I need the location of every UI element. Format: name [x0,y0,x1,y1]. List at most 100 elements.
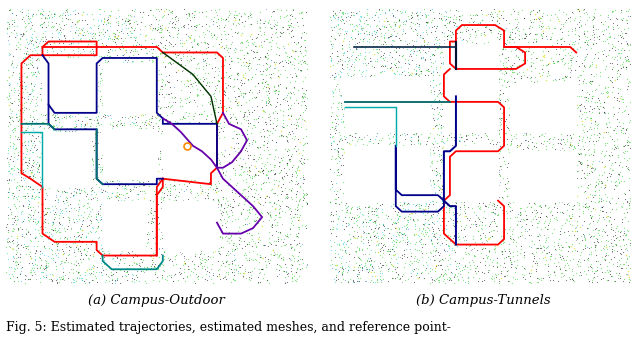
Point [503,97,513,103]
Point [424,57,435,62]
Point [131,73,141,79]
Point [362,105,372,110]
Point [602,244,612,249]
Point [443,85,453,90]
Point [604,35,614,40]
Point [24,155,35,161]
Point [484,248,494,253]
Point [532,172,543,177]
Point [377,234,387,240]
Point [558,255,568,261]
Point [552,119,563,124]
Point [101,42,111,48]
Point [363,208,373,214]
Point [294,167,304,173]
Point [474,125,484,130]
Point [262,97,273,103]
Point [535,175,545,180]
Point [506,48,516,54]
Point [136,219,146,224]
Point [92,132,102,138]
Point [568,257,579,262]
Point [461,60,471,65]
Point [164,119,175,124]
Point [598,104,609,110]
Point [360,57,370,62]
Point [63,99,73,104]
Point [113,176,124,181]
Point [418,147,428,153]
Point [336,93,346,98]
Point [285,189,296,194]
Point [21,231,31,237]
Point [379,24,389,29]
Point [71,235,81,240]
Point [496,118,506,123]
Point [162,119,172,125]
Point [550,176,561,181]
Point [549,260,559,266]
Point [452,219,463,224]
Point [623,42,634,48]
Point [580,105,590,111]
Point [342,105,352,111]
Point [540,218,550,223]
Point [391,221,401,226]
Point [269,127,280,133]
Point [452,240,463,246]
Point [300,141,310,146]
Point [241,60,252,66]
Point [97,67,108,72]
Point [105,14,115,19]
Point [398,96,408,102]
Point [474,42,484,47]
Point [430,190,440,196]
Point [158,203,168,208]
Point [25,19,35,24]
Point [604,213,614,218]
Point [86,173,97,178]
Point [559,88,569,94]
Point [282,196,292,201]
Point [356,174,366,180]
Point [240,222,250,227]
Point [399,215,410,221]
Text: (b) Campus-Tunnels: (b) Campus-Tunnels [416,294,550,307]
Point [494,127,504,132]
Point [431,206,442,212]
Point [401,17,411,23]
Point [274,159,284,165]
Point [465,243,475,248]
Point [68,50,79,56]
Point [298,59,308,65]
Point [421,50,431,56]
Point [511,52,521,58]
Point [220,234,230,240]
Point [147,228,157,233]
Point [89,189,99,194]
Point [429,135,439,141]
Point [586,94,596,99]
Point [61,60,72,66]
Point [580,242,590,248]
Point [112,224,122,229]
Point [460,152,470,157]
Point [332,53,342,58]
Point [216,104,227,110]
Point [59,188,69,194]
Point [370,273,380,279]
Point [361,94,371,99]
Point [27,167,37,172]
Point [486,233,497,239]
Point [278,257,288,262]
Point [584,139,594,144]
Point [554,36,564,42]
Point [369,112,380,117]
Point [242,230,252,236]
Point [207,245,218,251]
Point [455,268,465,274]
Point [331,226,341,231]
Point [36,150,46,155]
Point [55,235,65,241]
Point [365,124,376,130]
